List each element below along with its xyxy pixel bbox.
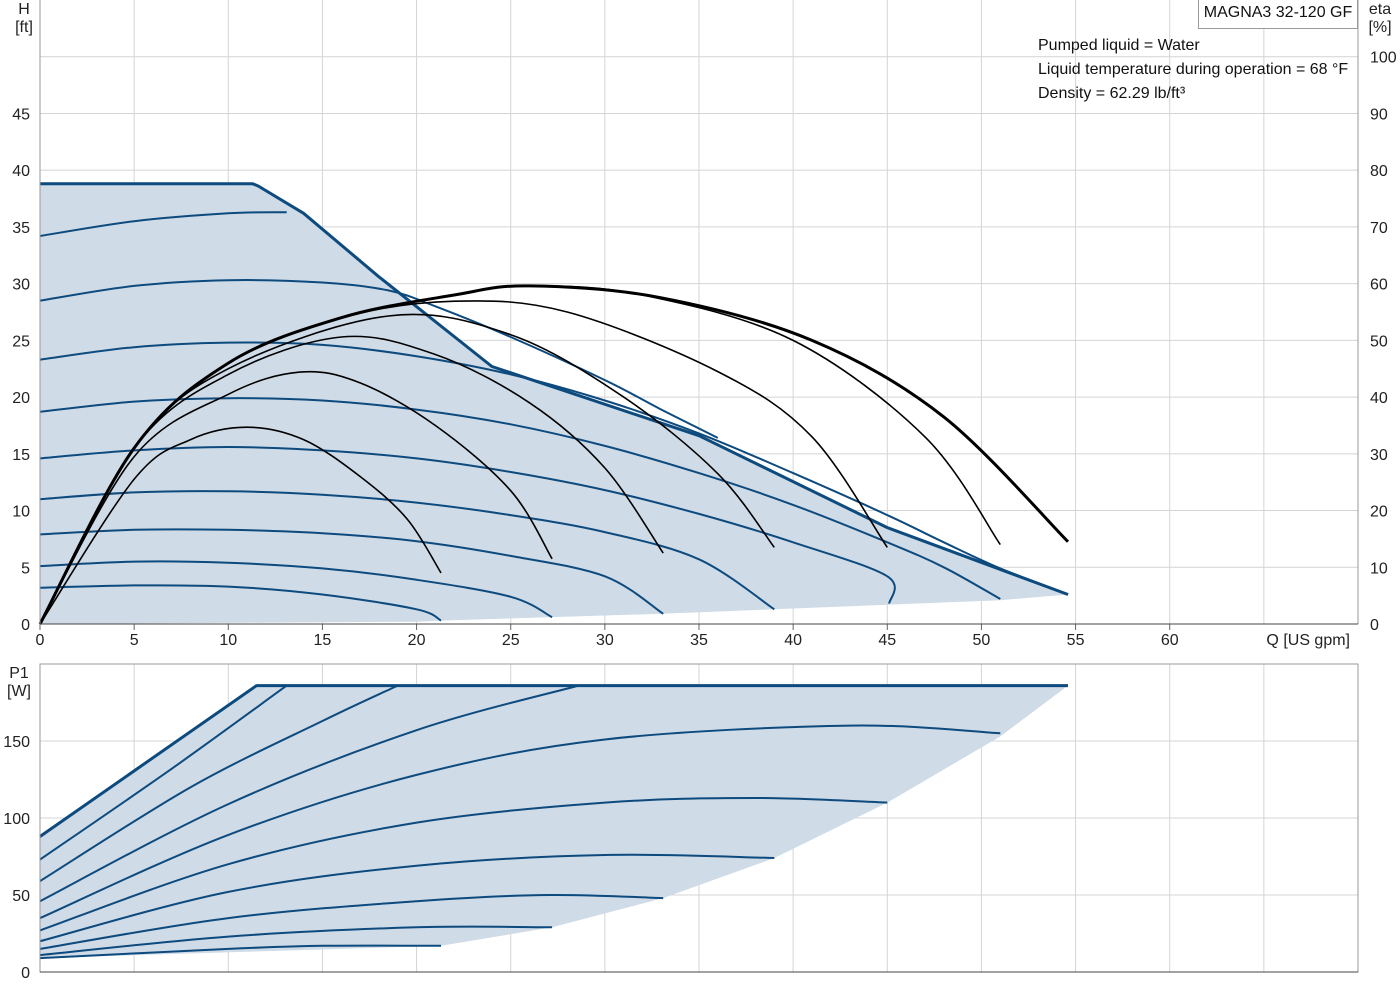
x-axis-label: Q [US gpm] (1266, 632, 1350, 649)
y-tick-label: 45 (12, 106, 30, 123)
y-axis-label-h: H (18, 1, 30, 18)
x-tick-label: 0 (36, 632, 45, 649)
power-curve-max (39, 684, 1068, 838)
y-tick-label: 150 (3, 734, 30, 751)
power-curve (39, 944, 442, 960)
head-curve (39, 528, 664, 615)
head-operating-area (40, 183, 1068, 625)
y-tick-label: 35 (12, 220, 30, 237)
y-right-tick-label: 90 (1370, 106, 1388, 123)
x-tick-label: 25 (502, 632, 520, 649)
head-curve (39, 397, 1001, 600)
head-curve (39, 490, 775, 611)
x-tick-label: 15 (314, 632, 332, 649)
y-right-tick-label: 10 (1370, 560, 1388, 577)
y-right-tick-label: 0 (1370, 617, 1379, 634)
x-tick-label: 35 (690, 632, 708, 649)
info-temperature: Liquid temperature during operation = 68… (1038, 61, 1349, 78)
y-tick-label: 100 (3, 811, 30, 828)
y-axis-label-eta: eta (1369, 1, 1391, 18)
y-axis-label-p1: P1 (9, 665, 29, 682)
x-tick-label: 10 (219, 632, 237, 649)
head-curve (39, 341, 1069, 596)
x-tick-label: 60 (1161, 632, 1179, 649)
efficiency-curve (39, 370, 553, 625)
power-operating-area (40, 685, 1068, 959)
conditions-info: Pumped liquid = Water Liquid temperature… (1038, 34, 1348, 106)
head-axis-labels: H [ft] eta [%] Q [US gpm] (15, 1, 1391, 649)
y-right-tick-label: 40 (1370, 390, 1388, 407)
info-liquid: Pumped liquid = Water (1038, 37, 1200, 54)
model-label: MAGNA3 32-120 GF (1198, 0, 1358, 29)
head-envelope-area (40, 183, 1068, 625)
x-tick-label: 30 (596, 632, 614, 649)
y-tick-label: 10 (12, 504, 30, 521)
efficiency-curves (38, 284, 1070, 625)
y-tick-label: 0 (21, 617, 30, 634)
power-curve (39, 925, 553, 957)
x-tick-label: 5 (130, 632, 139, 649)
power-curve (39, 893, 664, 950)
power-curve (39, 684, 579, 903)
info-density: Density = 62.29 lb/ft³ (1038, 85, 1186, 102)
head-curve (39, 446, 896, 604)
head-curve (39, 211, 287, 237)
power-curves (39, 684, 1068, 960)
power-curve (39, 724, 1001, 920)
power-frame (39, 663, 1359, 973)
x-tick-label: 45 (878, 632, 896, 649)
y-axis-unit-eta: [%] (1368, 19, 1391, 36)
power-curve (39, 797, 888, 932)
y-right-tick-label: 70 (1370, 220, 1388, 237)
y-axis-unit-p1: [W] (7, 683, 31, 700)
y-tick-label: 5 (21, 560, 30, 577)
y-right-tick-label: 100 (1370, 50, 1397, 67)
y-right-tick-label: 50 (1370, 333, 1388, 350)
y-tick-label: 30 (12, 277, 30, 294)
power-curve (39, 684, 288, 861)
y-right-tick-label: 60 (1370, 277, 1388, 294)
head-curves (39, 182, 1069, 622)
efficiency-curve (38, 284, 1070, 625)
x-tick-label: 50 (973, 632, 991, 649)
power-curve (39, 684, 399, 882)
x-tick-label: 20 (408, 632, 426, 649)
power-axis-labels: P1 [W] (7, 665, 31, 700)
x-tick-label: 40 (784, 632, 802, 649)
head-curve (39, 560, 553, 619)
y-axis-unit-h: [ft] (15, 19, 33, 36)
y-tick-label: 15 (12, 447, 30, 464)
y-tick-label: 50 (12, 888, 30, 905)
power-curve (39, 853, 775, 943)
head-frame (39, 0, 1359, 625)
y-tick-label: 20 (12, 390, 30, 407)
power-envelope-area (40, 685, 1068, 959)
y-right-tick-label: 30 (1370, 447, 1388, 464)
y-tick-label: 0 (21, 965, 30, 982)
head-curve (39, 584, 442, 622)
head-curve (39, 279, 719, 439)
x-tick-label: 55 (1067, 632, 1085, 649)
y-tick-label: 25 (12, 333, 30, 350)
y-right-tick-label: 20 (1370, 504, 1388, 521)
efficiency-curve (39, 426, 442, 625)
y-right-tick-label: 80 (1370, 163, 1388, 180)
head-curve-max (40, 182, 1069, 596)
y-tick-label: 40 (12, 163, 30, 180)
